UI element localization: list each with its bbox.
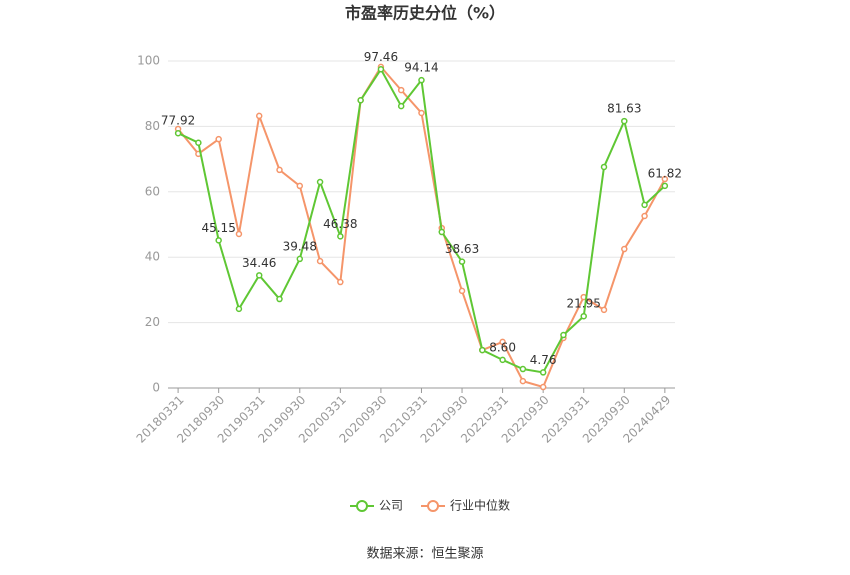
data-label: 8.60 — [489, 340, 516, 354]
data-point — [641, 212, 648, 220]
data-point — [600, 306, 608, 314]
data-point — [215, 237, 222, 244]
data-point — [296, 182, 304, 190]
data-label: 81.63 — [607, 102, 641, 116]
data-point — [276, 295, 283, 303]
data-point — [195, 139, 202, 146]
data-label: 94.14 — [404, 61, 438, 75]
data-point — [621, 245, 628, 253]
data-label: 21.95 — [567, 297, 601, 311]
legend-marker — [356, 500, 368, 512]
data-point — [418, 76, 425, 84]
data-point — [600, 163, 608, 171]
data-label: 38.63 — [445, 242, 479, 256]
data-point — [539, 383, 547, 391]
data-point — [580, 312, 587, 320]
y-tick-label: 60 — [145, 184, 160, 198]
data-point — [539, 369, 547, 376]
y-tick-label: 80 — [145, 119, 160, 133]
data-label: 46.38 — [323, 217, 357, 231]
y-tick-label: 100 — [137, 54, 160, 68]
data-label: 45.15 — [201, 221, 235, 235]
data-point — [337, 278, 344, 286]
data-point — [499, 338, 506, 346]
y-tick-label: 40 — [145, 250, 160, 264]
data-label: 77.92 — [161, 114, 195, 128]
data-point — [357, 96, 364, 104]
data-label: 97.46 — [364, 50, 398, 64]
y-tick-label: 20 — [145, 315, 160, 329]
data-point — [621, 117, 628, 125]
data-point — [397, 102, 405, 110]
data-point — [458, 258, 466, 265]
data-point — [174, 129, 182, 137]
data-point — [519, 365, 527, 373]
data-point — [641, 201, 648, 209]
data-point — [519, 377, 527, 385]
data-point — [418, 109, 425, 117]
data-point — [560, 331, 567, 339]
data-point — [255, 272, 263, 279]
data-point — [215, 135, 222, 143]
data-label: 4.76 — [530, 353, 557, 367]
legend-label: 公司 — [379, 499, 403, 513]
data-point — [438, 228, 446, 236]
data-point — [397, 86, 405, 94]
data-point — [337, 233, 344, 240]
data-point — [316, 178, 324, 186]
data-point — [377, 66, 385, 73]
data-point — [235, 230, 243, 238]
data-label: 34.46 — [242, 256, 276, 270]
data-point — [255, 112, 263, 120]
legend-marker — [427, 500, 440, 512]
legend-label: 行业中位数 — [450, 498, 510, 513]
data-label: 39.48 — [283, 239, 317, 253]
y-tick-label: 0 — [152, 381, 160, 395]
data-point — [458, 287, 466, 295]
data-point — [499, 356, 506, 364]
data-point — [661, 175, 669, 183]
data-label: 61.82 — [648, 166, 682, 180]
data-point — [296, 255, 304, 263]
data-point — [316, 257, 324, 265]
data-point — [479, 346, 486, 354]
data-point — [235, 305, 243, 313]
source: 数据来源：恒生聚源 — [366, 547, 483, 562]
chart-title: 市盈率历史分位（%） — [345, 4, 505, 23]
data-point — [276, 166, 283, 174]
data-point — [661, 182, 669, 190]
